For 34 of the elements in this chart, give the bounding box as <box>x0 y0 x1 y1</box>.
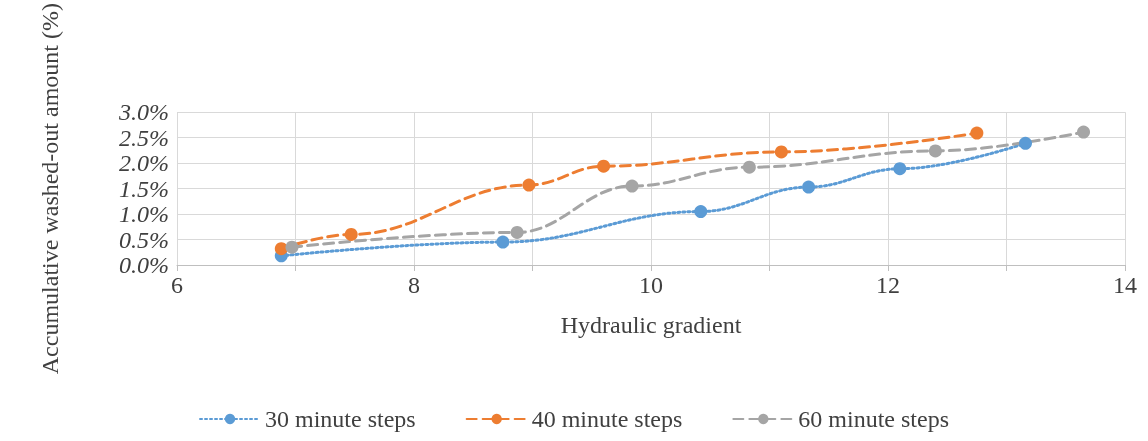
legend-label: 30 minute steps <box>265 406 416 432</box>
point <box>1018 136 1032 150</box>
y-tick-label: 0.5% <box>119 226 169 253</box>
legend-label: 40 minute steps <box>531 406 683 432</box>
point <box>274 242 288 256</box>
x-tick-label: 8 <box>408 272 420 298</box>
y-tick-label: 1.0% <box>119 201 169 228</box>
x-axis-title: Hydraulic gradient <box>560 312 742 338</box>
point <box>928 144 942 158</box>
y-tick-label: 0.0% <box>119 252 169 278</box>
point <box>742 160 756 174</box>
y-tick-label: 3.0% <box>118 99 169 126</box>
y-tick-label: 1.5% <box>119 175 169 202</box>
y-tick-label: 2.5% <box>119 124 169 151</box>
point <box>802 180 816 194</box>
x-tick-label: 12 <box>876 272 900 298</box>
legend-label: 60 minute steps <box>798 406 949 432</box>
point <box>522 178 536 192</box>
y-tick-label: 2.0% <box>119 150 169 177</box>
point <box>344 227 358 241</box>
point <box>496 235 510 249</box>
point <box>285 240 299 254</box>
x-tick-label: 14 <box>1113 272 1137 298</box>
point <box>510 225 524 239</box>
point <box>625 179 639 193</box>
point <box>970 126 984 140</box>
y-axis-title: Accumulative washed-out amount (%) <box>37 3 63 375</box>
x-tick-label: 10 <box>639 272 663 298</box>
x-tick-label: 6 <box>171 272 183 298</box>
point <box>893 162 907 176</box>
point <box>774 145 788 159</box>
point <box>597 159 611 173</box>
point <box>694 205 708 219</box>
point <box>1077 125 1091 139</box>
